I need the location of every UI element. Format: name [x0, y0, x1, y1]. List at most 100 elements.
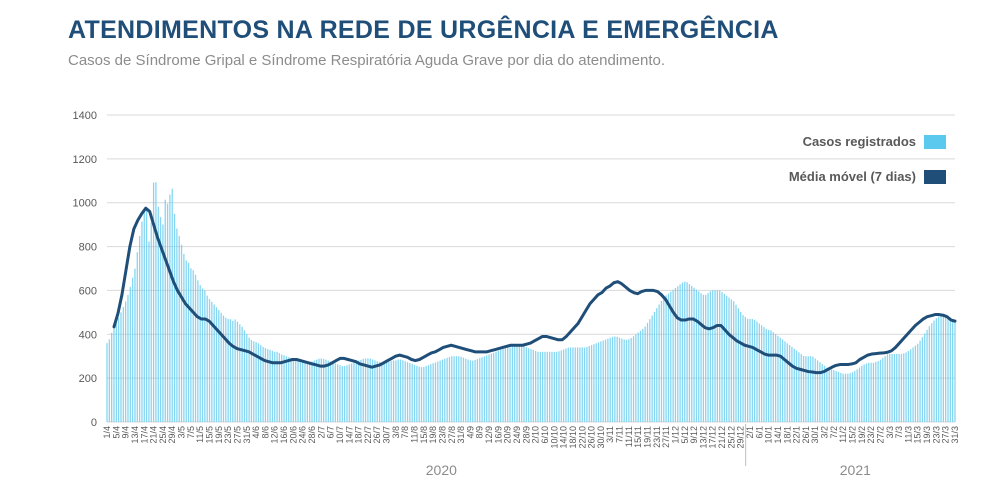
bar-casos	[733, 301, 735, 422]
y-tick-label: 1200	[73, 154, 97, 166]
y-tick-label: 1000	[73, 198, 97, 210]
bar-casos	[197, 280, 199, 422]
bar-casos	[744, 316, 746, 422]
bar-casos	[954, 321, 956, 422]
bar-casos	[660, 300, 663, 422]
bar-casos	[304, 361, 306, 422]
bar-casos	[236, 321, 239, 422]
bar-casos	[516, 345, 518, 422]
bar-casos	[350, 363, 353, 422]
bar-casos	[134, 268, 136, 422]
x-tick-label: 31/8	[456, 426, 466, 444]
bar-casos	[148, 241, 150, 422]
x-tick-label: 18/7	[354, 426, 364, 444]
bar-casos	[879, 359, 882, 422]
bar-casos	[597, 342, 600, 422]
bar-casos	[479, 358, 481, 422]
bar-casos	[164, 199, 166, 422]
line-series	[112, 206, 957, 375]
x-tick-label: 1/4	[102, 426, 112, 439]
y-tick-label: 1400	[73, 110, 97, 122]
bar-casos	[234, 319, 236, 422]
bar-casos	[521, 345, 523, 422]
legend-swatch-bars	[924, 134, 946, 149]
bar-casos	[187, 262, 190, 422]
bar-casos	[150, 222, 152, 422]
bar-casos	[115, 323, 117, 422]
bar-casos	[784, 341, 786, 422]
bar-casos	[409, 363, 411, 422]
bar-casos	[472, 360, 474, 422]
bar-casos	[232, 321, 234, 422]
bar-casos	[397, 359, 399, 422]
bar-casos	[938, 316, 940, 422]
bar-casos	[572, 347, 574, 422]
bar-casos	[451, 356, 453, 422]
bar-casos	[155, 182, 157, 422]
bar-casos	[330, 361, 332, 422]
bar-casos	[863, 364, 865, 422]
x-tick-label: 31/5	[242, 426, 252, 444]
x-tick-label: 5/12	[680, 426, 690, 444]
bar-casos	[602, 340, 604, 422]
bar-casos	[292, 359, 295, 422]
y-tick-label: 0	[91, 417, 97, 429]
bar-casos	[695, 289, 698, 422]
bar-casos	[786, 343, 788, 422]
bar-casos	[423, 366, 425, 422]
x-tick-label: 27/3	[941, 426, 951, 444]
bar-casos	[588, 346, 590, 422]
bar-casos	[833, 370, 835, 422]
bar-casos	[283, 355, 285, 422]
bar-casos	[931, 323, 933, 422]
bar-casos	[248, 337, 250, 422]
bar-casos	[593, 344, 595, 422]
x-tick-label: 19/2	[857, 426, 867, 444]
bar-casos	[562, 349, 565, 422]
bar-casos	[339, 365, 341, 422]
bar-casos	[737, 308, 739, 422]
bar-casos	[371, 359, 374, 422]
bar-casos	[555, 351, 558, 422]
bar-casos	[779, 337, 781, 422]
x-tick-label: 17/12	[708, 426, 718, 449]
bar-casos	[213, 304, 215, 422]
bar-casos	[553, 351, 555, 422]
bar-casos	[609, 337, 611, 422]
bar-casos	[945, 314, 947, 422]
bar-casos	[765, 328, 767, 422]
bar-casos	[127, 294, 129, 422]
bar-casos	[898, 354, 900, 422]
bar-casos	[411, 363, 413, 422]
bar-casos	[285, 356, 288, 422]
bar-casos	[942, 314, 944, 422]
bar-casos	[376, 361, 378, 422]
bar-casos	[444, 358, 446, 422]
x-tick-label: 15/3	[913, 426, 923, 444]
bar-casos	[740, 312, 742, 422]
bar-casos	[889, 354, 891, 422]
bar-casos	[877, 361, 879, 422]
bar-casos	[327, 360, 329, 422]
bar-casos	[621, 338, 623, 422]
bar-casos	[190, 268, 192, 422]
bar-casos	[290, 358, 292, 422]
bar-casos	[681, 282, 684, 422]
bar-casos	[761, 325, 763, 422]
x-tick-label: 27/8	[447, 426, 457, 444]
bar-casos	[604, 339, 607, 422]
bar-casos	[854, 371, 856, 422]
bar-casos	[225, 317, 227, 422]
x-tick-label: 28/9	[521, 426, 531, 444]
bar-casos	[253, 341, 255, 422]
bar-casos	[453, 356, 455, 422]
bar-casos	[868, 362, 870, 422]
bar-casos	[313, 360, 315, 422]
bar-casos	[565, 348, 567, 422]
bar-casos	[644, 326, 646, 422]
y-tick-label: 400	[79, 329, 97, 341]
x-tick-label: 16/6	[279, 426, 289, 444]
bar-casos	[763, 327, 765, 422]
bar-casos	[795, 350, 798, 422]
bar-casos	[381, 362, 383, 422]
